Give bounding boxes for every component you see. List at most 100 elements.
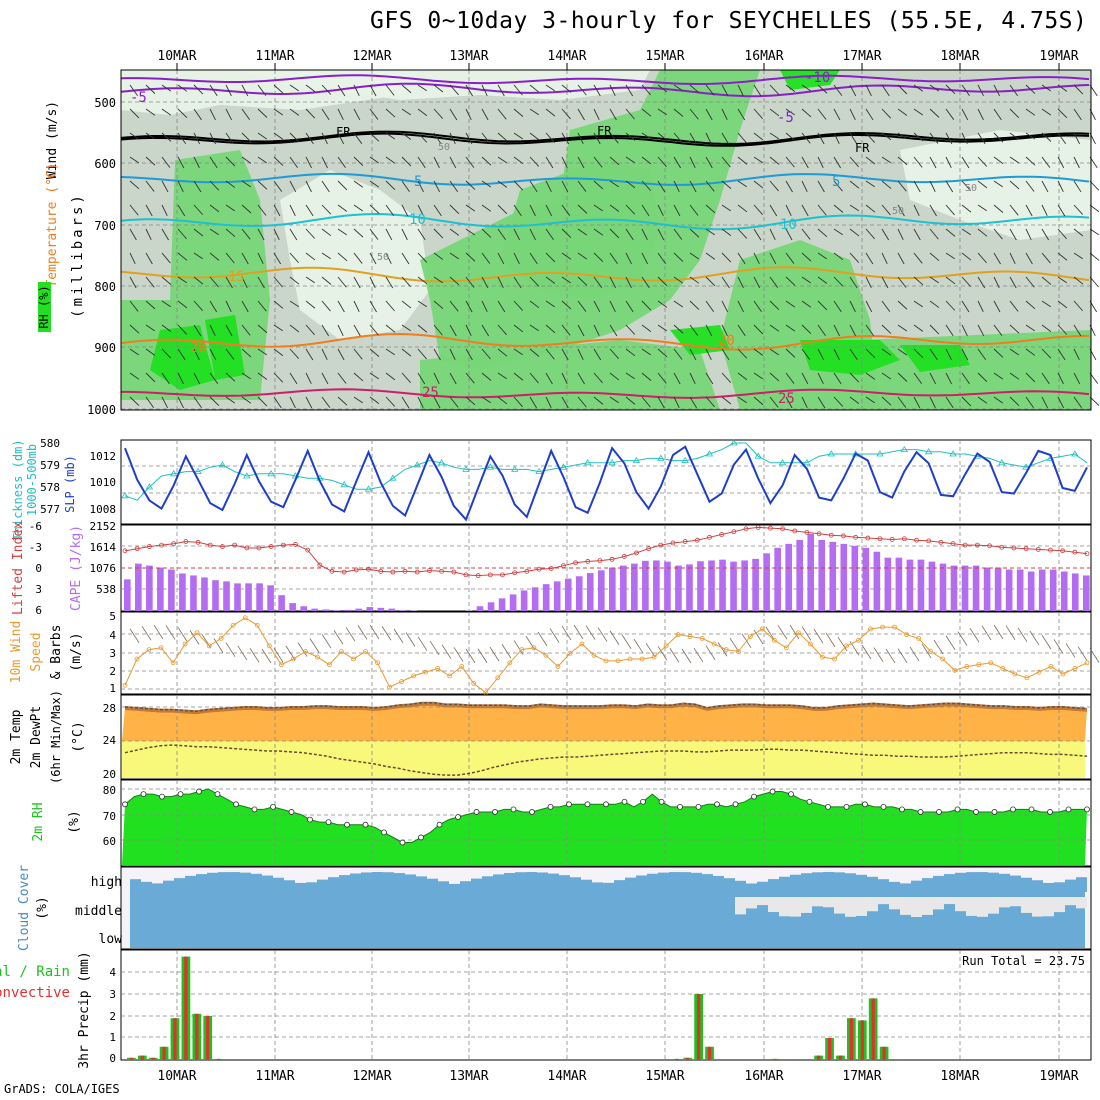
rh-point [325, 819, 332, 826]
li-point [353, 567, 359, 573]
cloud-high-bar [1010, 875, 1021, 892]
wind-barb [993, 156, 1004, 164]
wind-barb [673, 228, 683, 240]
wind-barb [1009, 204, 1019, 216]
wind-point [579, 641, 585, 647]
precip-bar-convective [773, 1058, 777, 1060]
wind-barb [753, 324, 764, 335]
cloud-high-bar [174, 878, 185, 892]
wind-barb [513, 372, 524, 381]
wind-barb [577, 132, 584, 145]
wind-barb [529, 324, 539, 332]
date-bottom-15MAR: 15MAR [645, 1069, 684, 1084]
cape-bar [135, 563, 142, 611]
li-point [573, 560, 578, 566]
wind-barb [273, 180, 283, 192]
wind-barb [513, 180, 524, 191]
wind-barb [801, 372, 809, 385]
wind-barb [897, 84, 908, 95]
sfc-barb [357, 625, 368, 640]
wind-barb [897, 228, 904, 241]
wind-barb [817, 204, 827, 216]
wind-barb [161, 132, 172, 142]
ylabel-wind-units: (m/s) [69, 632, 84, 671]
wind-barb [481, 348, 491, 360]
precip-tick-0: 0 [109, 1052, 116, 1065]
cloud-high-bar [636, 875, 647, 892]
wind-barb [145, 252, 153, 265]
cape-bar [752, 558, 759, 611]
wind-barb [849, 324, 856, 337]
wind-barb [1025, 348, 1036, 356]
run-total: Run Total = 23.75 [962, 954, 1085, 968]
li-point [195, 539, 201, 545]
sfc-barb [921, 643, 932, 659]
wind-barb [737, 276, 744, 289]
sfc-barb [777, 625, 788, 640]
wind-barb [337, 204, 348, 212]
sfc-barb [621, 634, 632, 649]
wind-barb [865, 396, 876, 404]
sfc-barb [657, 646, 668, 661]
wind-barb [465, 204, 476, 212]
cloud-mid-gap [812, 897, 823, 907]
wind-barb [337, 348, 345, 361]
cape-bar [917, 559, 925, 611]
wind-point [399, 679, 404, 684]
precip-bar-convective [827, 1038, 832, 1060]
wind-barb [401, 348, 412, 357]
li-point [767, 525, 773, 531]
wind-barb [801, 228, 811, 240]
cape-bar [267, 585, 274, 611]
date-top-17MAR: 17MAR [842, 49, 881, 64]
wind-barb [465, 180, 476, 190]
label-5-b: 5 [832, 174, 840, 190]
wind-barb [161, 156, 171, 168]
rh-point [436, 821, 443, 828]
sfc-barb [393, 628, 404, 644]
wind-barb [465, 276, 475, 288]
wind-barb [897, 108, 908, 116]
wind-barb [769, 84, 780, 95]
thickness-point [705, 450, 714, 457]
wind-point [940, 656, 946, 662]
wind-point [351, 656, 356, 662]
wind-barb [1041, 300, 1051, 308]
wind-barb [657, 108, 667, 116]
p-tick-500: 500 [94, 96, 116, 110]
wind-barb [849, 372, 860, 383]
cape-bar [256, 583, 263, 611]
wind-barb [1073, 276, 1084, 285]
cloud-high-bar [218, 872, 229, 892]
wind-barb [225, 276, 233, 289]
sfc-barb [693, 647, 704, 663]
wind-barb [785, 276, 796, 286]
wind-barb [625, 348, 636, 357]
wind-barb [801, 156, 809, 169]
wind-barb [849, 204, 859, 212]
cape-bar [730, 561, 737, 611]
sfc-barb [1029, 630, 1040, 646]
date-bottom-10MAR: 10MAR [157, 1069, 196, 1084]
rh-point [455, 814, 461, 820]
li-point [548, 566, 554, 571]
li-point [670, 540, 676, 546]
wind-barb [337, 156, 346, 169]
cloud-mid-gap [1076, 897, 1087, 909]
wind-barb [497, 372, 507, 380]
wind-barb [945, 108, 955, 120]
wind-barb [1057, 132, 1067, 144]
wind-barb [833, 396, 844, 407]
cape-bar [476, 606, 484, 611]
wind-point [1036, 669, 1042, 675]
cape-bar [818, 539, 826, 611]
wind-barb [577, 372, 585, 385]
cape-bar [542, 584, 550, 611]
cloud-high-bar [724, 878, 735, 892]
precip-bar-convective [129, 1057, 133, 1060]
li-point [524, 568, 530, 574]
wind-barb [609, 156, 620, 166]
li-point [694, 537, 700, 543]
upper-air-panel: -5 -5 -10 FR FR FR 5 5 10 10 15 20 20 25… [37, 69, 1100, 417]
wind-barb [321, 84, 332, 95]
